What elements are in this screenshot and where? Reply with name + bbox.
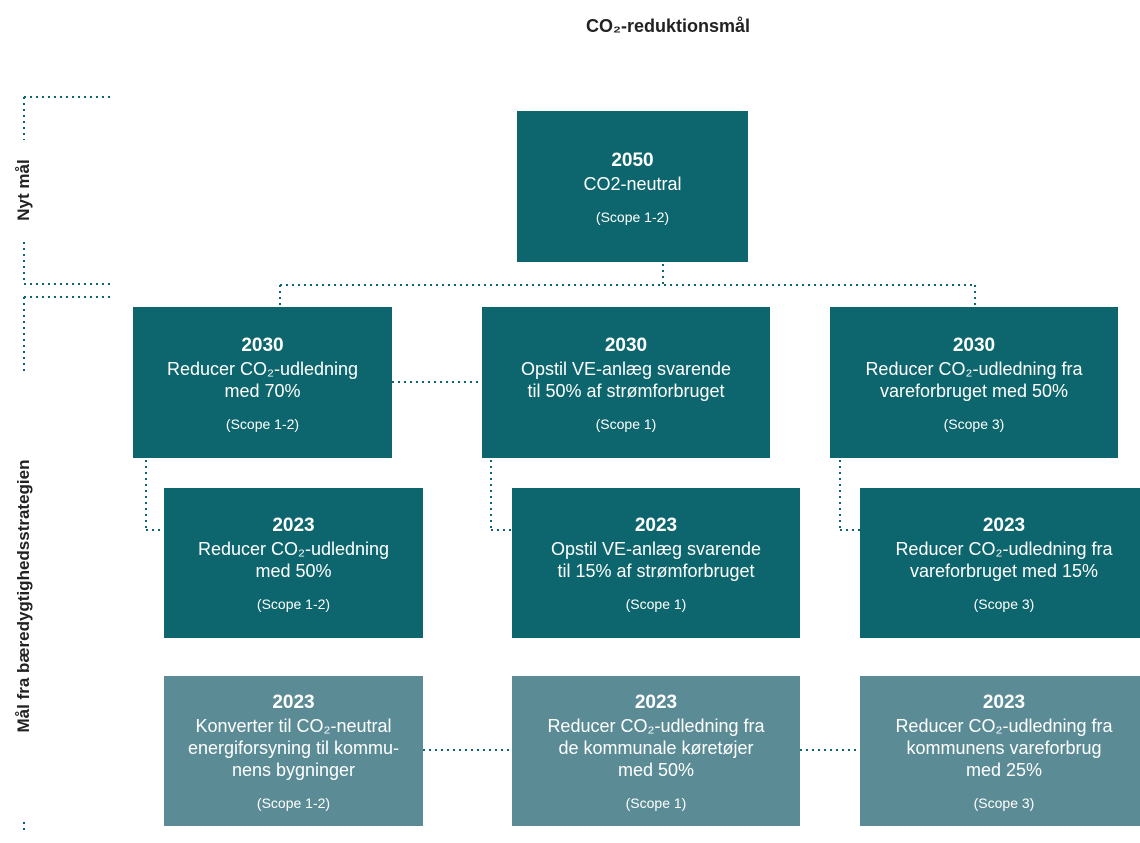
goal-text: Opstil VE-anlæg svarende <box>550 539 762 559</box>
goal-box: 2023 Reducer CO₂-udledning fra kommunens v… <box>860 676 1140 826</box>
goal-year: 2023 <box>272 515 315 536</box>
goal-box: 2030 Reducer CO₂-udledning med 70% (Scope 1… <box>133 307 392 458</box>
goal-text: vareforbruget med 50% <box>879 380 1069 401</box>
goal-text: kommunens vareforbrug <box>906 738 1102 758</box>
goal-text: Reducer CO₂-udledning fra <box>895 539 1113 559</box>
title: CO₂-reduktionsmål <box>585 16 751 36</box>
goal-box: 2023 Reducer CO₂-udledning fra vareforbrug… <box>860 488 1140 638</box>
goal-year: 2023 <box>982 692 1026 713</box>
goal-box: 2023 Reducer CO₂-udledning fra de kommunal… <box>512 676 800 826</box>
goal-scope: (Scope 1) <box>595 415 657 432</box>
goal-scope: (Scope 1-2) <box>256 795 331 811</box>
goal-box: 2030 Opstil VE-anlæg svarende til 50% af s… <box>482 307 770 458</box>
goal-year: 2050 <box>611 149 654 171</box>
goal-text: Reducer CO₂-udledning <box>197 539 390 559</box>
goal-scope: (Scope 3) <box>973 795 1035 811</box>
goal-text: Reducer CO₂-udledning fra <box>547 716 765 736</box>
goal-text: Opstil VE-anlæg svarende <box>520 358 732 379</box>
goal-scope: (Scope 1) <box>625 795 687 811</box>
goal-text: de kommunale køretøjer <box>558 738 754 758</box>
goal-text: Konverter til CO₂-neutral <box>195 716 392 736</box>
goal-scope: (Scope 3) <box>973 596 1035 612</box>
goal-scope: (Scope 1) <box>625 596 687 612</box>
goal-text: nens bygninger <box>231 760 356 780</box>
goal-text: Reducer CO₂-udledning <box>166 358 359 379</box>
goal-scope: (Scope 1-2) <box>256 596 331 612</box>
goal-box: 2023 Reducer CO₂-udledning med 50% (Scope 1… <box>164 488 423 638</box>
goal-text: energiforsyning til kommu- <box>187 738 400 758</box>
goal-text: vareforbruget med 15% <box>909 561 1099 581</box>
goal-text: Reducer CO₂-udledning fra <box>865 358 1083 379</box>
goal-text: med 50% <box>617 760 695 780</box>
goal-year: 2023 <box>982 515 1026 536</box>
goal-scope: (Scope 1-2) <box>225 415 300 432</box>
goal-text: til 15% af strømforbruget <box>557 561 755 581</box>
goal-year: 2030 <box>604 334 648 356</box>
goal-year: 2023 <box>272 692 315 713</box>
goal-text: Reducer CO₂-udledning fra <box>895 716 1113 736</box>
goal-box: 2023 Konverter til CO₂-neutral energiforsy… <box>164 676 423 826</box>
goal-text: med 50% <box>255 561 332 581</box>
goal-scope: (Scope 1-2) <box>595 208 670 225</box>
goal-text: CO2-neutral <box>583 173 682 194</box>
goal-box: 2050 CO2-neutral (Scope 1-2) <box>517 111 748 262</box>
goal-year: 2023 <box>634 692 678 713</box>
side-label: Nyt mål <box>14 159 33 221</box>
goal-text: med 25% <box>965 760 1043 780</box>
goal-year: 2030 <box>241 334 284 356</box>
goal-scope: (Scope 3) <box>943 415 1005 432</box>
goal-box: 2023 Opstil VE-anlæg svarende til 15% af s… <box>512 488 800 638</box>
goal-year: 2030 <box>952 334 996 356</box>
goal-box: 2030 Reducer CO₂-udledning fra vareforbrug… <box>830 307 1118 458</box>
side-label: Mål fra bæredygtighedsstrategien <box>14 459 33 733</box>
goal-text: med 70% <box>224 380 301 401</box>
goal-text: til 50% af strømforbruget <box>527 380 725 401</box>
goal-year: 2023 <box>634 515 678 536</box>
